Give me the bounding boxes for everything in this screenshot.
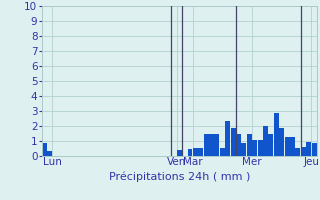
Bar [47,151,52,156]
Bar [225,121,230,156]
Bar [188,149,192,156]
Bar [268,134,273,156]
Bar [306,142,311,156]
Bar [295,148,300,156]
X-axis label: Précipitations 24h ( mm ): Précipitations 24h ( mm ) [108,172,250,182]
Bar [274,112,279,156]
Bar [42,142,47,156]
Bar [258,140,263,156]
Bar [290,137,295,156]
Bar [209,134,214,156]
Bar [204,134,209,156]
Bar [301,147,306,156]
Bar [220,148,225,156]
Bar [279,128,284,156]
Bar [247,134,252,156]
Bar [284,137,290,156]
Bar [252,140,257,156]
Bar [193,148,198,156]
Bar [236,134,241,156]
Bar [198,148,203,156]
Bar [177,150,182,156]
Bar [231,128,236,156]
Bar [312,142,316,156]
Bar [214,134,220,156]
Bar [263,126,268,156]
Bar [242,142,246,156]
